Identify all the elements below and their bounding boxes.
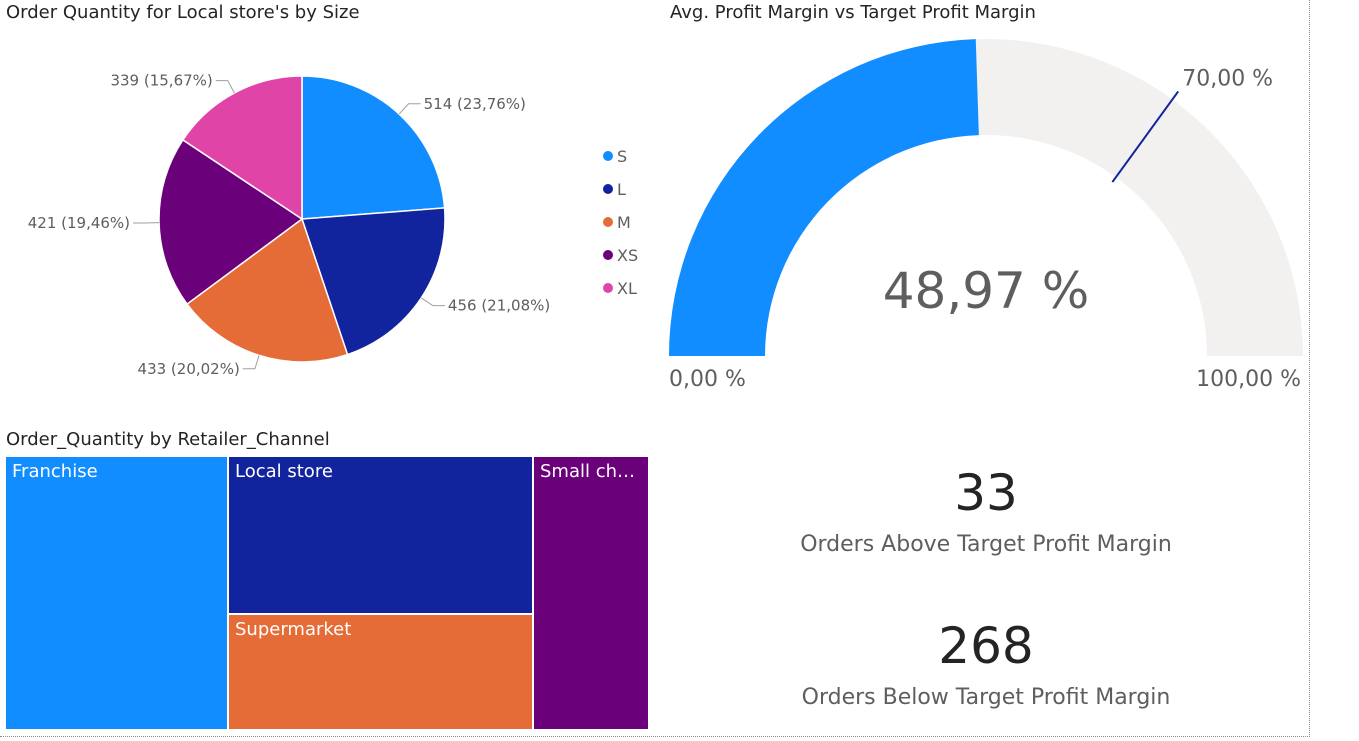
treemap-label-small-chain: Small chai...: [540, 461, 649, 482]
legend-label-m[interactable]: M: [617, 213, 631, 232]
card-orders-above[interactable]: 33 Orders Above Target Profit Margin: [776, 460, 1196, 580]
treemap-visual[interactable]: Order_Quantity by Retailer_Channel Franc…: [0, 425, 660, 737]
pie-chart-title: Order Quantity for Local store's by Size: [6, 2, 360, 23]
gauge-target-line[interactable]: [1111, 90, 1180, 183]
legend-label-s[interactable]: S: [617, 147, 627, 166]
pie-slice-m[interactable]: [185, 217, 349, 363]
pie-data-label-m: 433 (20,02%): [138, 360, 240, 378]
page-border-bottom: [0, 736, 1310, 737]
treemap-title: Order_Quantity by Retailer_Channel: [6, 429, 330, 450]
pie-chart-visual[interactable]: Order Quantity for Local store's by Size…: [0, 0, 660, 420]
pie-leader-line-s: [398, 103, 421, 115]
page-border-right: [1309, 0, 1310, 737]
card-orders-above-label: Orders Above Target Profit Margin: [800, 532, 1172, 557]
treemap-cell-franchise[interactable]: Franchise: [5, 456, 228, 730]
treemap-cell-supermarket[interactable]: Supermarket: [228, 614, 533, 730]
pie-data-label-l: 456 (21,08%): [448, 297, 550, 315]
pie-slice-xl[interactable]: [181, 75, 303, 221]
card-orders-above-value: 33: [954, 464, 1018, 522]
pie-chart-svg: 514 (23,76%) 456 (21,08%) 433 (20,02%) 421 …: [28, 72, 638, 378]
card-orders-below-label: Orders Below Target Profit Margin: [801, 685, 1171, 710]
pie-data-label-xl: 339 (15,67%): [110, 72, 212, 90]
legend-marker-xl: [603, 283, 613, 293]
pie-leader-line-l: [420, 297, 445, 307]
treemap-label-supermarket: Supermarket: [235, 619, 352, 640]
gauge-fill[interactable]: [669, 39, 979, 356]
legend-label-l[interactable]: L: [617, 180, 626, 199]
gauge-visual[interactable]: Avg. Profit Margin vs Target Profit Marg…: [660, 0, 1310, 420]
pie-data-label-xs: 421 (19,46%): [28, 214, 130, 232]
treemap-label-franchise: Franchise: [12, 461, 98, 482]
card-orders-below-value: 268: [938, 617, 1034, 675]
legend-marker-xs: [603, 250, 613, 260]
legend-label-xl[interactable]: XL: [617, 279, 637, 298]
gauge-title: Avg. Profit Margin vs Target Profit Marg…: [670, 2, 1036, 23]
treemap-cell-small-chain[interactable]: Small chai...: [533, 456, 649, 730]
legend-marker-l: [603, 184, 613, 194]
pie-leader-line-xl: [215, 80, 235, 94]
treemap-label-local-store: Local store: [235, 461, 333, 482]
pie-data-label-s: 514 (23,76%): [424, 95, 526, 113]
legend-label-xs[interactable]: XS: [617, 246, 638, 265]
gauge-value-label: 48,97 %: [883, 262, 1090, 320]
legend-marker-s: [603, 151, 613, 161]
pie-leader-line-m: [242, 355, 260, 370]
gauge-max-label: 100,00 %: [1196, 367, 1301, 392]
legend-marker-m: [603, 217, 613, 227]
gauge-target-label: 70,00 %: [1182, 66, 1273, 91]
card-orders-below[interactable]: 268 Orders Below Target Profit Margin: [776, 615, 1196, 735]
gauge-svg: 70,00 % 48,97 % 0,00 % 100,00 %: [669, 39, 1303, 392]
treemap-cell-local-store[interactable]: Local store: [228, 456, 533, 614]
gauge-min-label: 0,00 %: [669, 367, 746, 392]
